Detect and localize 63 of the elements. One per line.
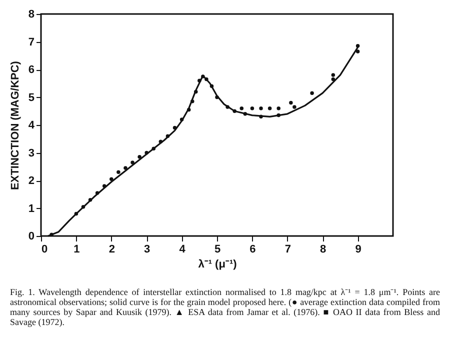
y-tick-label: 4 (28, 120, 36, 132)
point (331, 73, 336, 77)
point (152, 146, 156, 150)
y-tick-label: 0 (28, 230, 34, 242)
point (259, 114, 263, 119)
point (190, 100, 194, 104)
caption: Fig. 1. Wavelength dependence of interstellar extinction normalised to 1.8 mag/kpc at λ⁻¹ = 1.8 μm⁻¹. Points are astronomical observations; solid curve is for the grain model proposed here. (● average extinction data compiled from many sources by Sapar and Kuusik (1979). ▲ ESA data from Jamar et al. (1976). ■ OAO II data from Bless and Savage (1972). (10, 287, 440, 328)
y-tick-label: 1 (28, 202, 34, 215)
point (166, 134, 170, 138)
point (292, 105, 296, 109)
point (74, 212, 78, 216)
point (180, 118, 184, 122)
point (144, 150, 148, 155)
point (240, 106, 244, 110)
point (250, 106, 254, 110)
point (232, 109, 236, 113)
x-tick-label: 3 (144, 244, 150, 256)
point (226, 105, 230, 109)
x-tick-label: 6 (250, 244, 256, 256)
point (124, 166, 128, 170)
point (204, 77, 208, 82)
point (259, 106, 263, 110)
x-tick-label: 8 (320, 244, 326, 256)
point (186, 108, 191, 112)
y-tick-label: 8 (28, 8, 34, 20)
point (130, 160, 134, 164)
point (102, 184, 106, 188)
point (356, 44, 360, 48)
point (215, 95, 219, 100)
x-tick-label: 7 (284, 244, 291, 256)
point (138, 155, 142, 159)
point (201, 74, 205, 78)
y-tick-label: 6 (28, 64, 34, 76)
point (110, 177, 114, 181)
point (210, 84, 214, 88)
point (289, 100, 293, 105)
point (95, 191, 100, 195)
x-tick-label: 4 (179, 244, 186, 256)
x-tick-label: 9 (355, 244, 362, 256)
point (276, 113, 280, 118)
x-tick-label: 5 (214, 244, 221, 256)
point (116, 170, 120, 174)
point (172, 126, 177, 130)
x-axis-title: λ⁻¹ (μ⁻¹) (198, 258, 238, 270)
y-tick-label: 5 (28, 92, 34, 104)
point (276, 106, 280, 110)
point (198, 78, 202, 82)
x-tick-label: 1 (74, 244, 80, 256)
y-tick-label: 3 (28, 147, 34, 160)
y-axis-title: EXTINCTION (MAG/KPC) (9, 60, 22, 190)
point (158, 140, 163, 144)
y-tick-label: 2 (28, 175, 34, 187)
point (81, 204, 86, 209)
x-tick-label: 0 (42, 244, 48, 256)
point (268, 106, 272, 110)
point (331, 77, 336, 82)
point (88, 198, 92, 202)
point (243, 112, 248, 116)
x-tick-label: 2 (108, 244, 115, 256)
y-tick-label: 7 (28, 36, 34, 48)
point (194, 90, 198, 94)
point (356, 50, 360, 54)
point (310, 91, 314, 95)
